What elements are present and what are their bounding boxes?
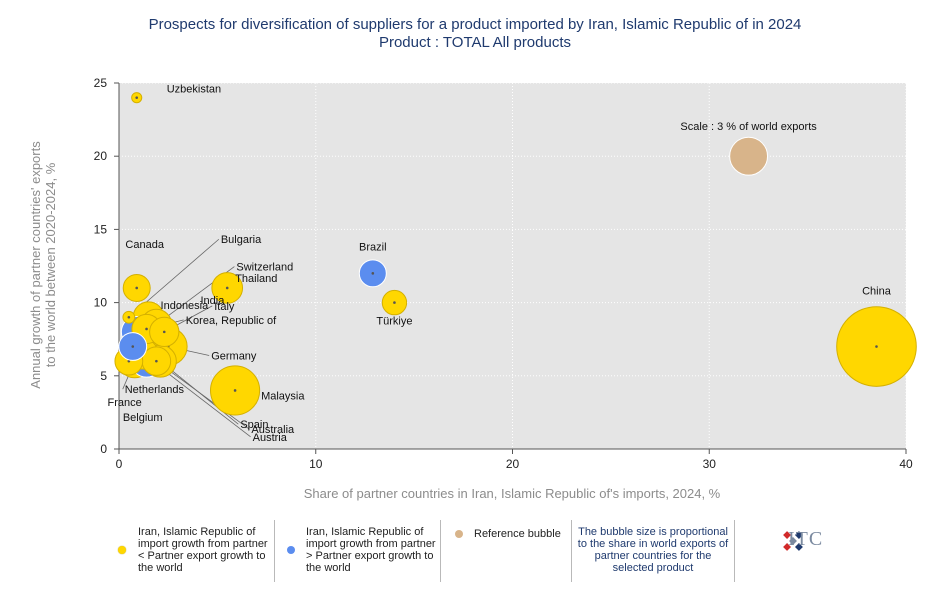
bubble-center-dot [233,389,237,392]
point-label-switzerland: Switzerland [236,262,293,274]
legend-item-1-text: Iran, Islamic Republic of import growth … [138,526,268,574]
point-label-bulgaria: Bulgaria [221,234,262,246]
legend-divider [571,520,572,582]
reference-dot-icon [455,530,463,538]
bubble-center-dot [155,359,158,363]
y-tick-label: 0 [100,442,107,456]
point-label-thailand: Thailand [235,273,277,285]
y-tick-label: 25 [94,76,108,90]
y-tick-label: 10 [94,296,108,310]
chart-title-line1: Prospects for diversification of supplie… [148,16,802,33]
point-label-france: France [108,397,142,409]
x-tick-label: 0 [116,457,123,471]
y-tick-label: 5 [100,369,107,383]
bubble-center-dot [135,286,139,290]
point-label-malaysia: Malaysia [261,390,305,402]
bubble-center-dot [127,315,131,319]
y-axis-label-line2: to the world between 2020-2024, % [43,162,58,367]
point-label-t-rkiye: Türkiye [376,316,412,328]
x-tick-label: 30 [703,457,717,471]
legend-item-2-text: Iran, Islamic Republic of import growth … [306,526,436,574]
x-tick-label: 10 [309,457,323,471]
blue-dot-icon [287,546,295,554]
point-label-australia: Australia [251,424,295,436]
y-tick-label: 15 [94,222,108,236]
bubble-center-dot [162,330,166,334]
legend-item-lower-growth: Iran, Islamic Republic of import growth … [110,520,274,582]
point-label-belgium: Belgium [123,412,163,424]
point-label-netherlands: Netherlands [125,384,185,396]
point-label-germany: Germany [211,351,257,363]
point-label-korea-republic-of: Korea, Republic of [186,315,277,327]
x-axis-label: Share of partner countries in Iran, Isla… [304,486,721,501]
axis-ticks: 0 10 20 30 40 0 5 10 15 20 25 [94,76,913,471]
bubbles [114,92,917,416]
legend-item-4-text: The bubble size is proportional to the s… [577,526,729,574]
legend-item-size-note: The bubble size is proportional to the s… [572,520,734,582]
legend-divider [440,520,441,582]
reference-bubble [729,136,769,176]
point-label-brazil: Brazil [359,241,387,253]
y-axis-label-line1: Annual growth of partner countries' expo… [28,141,43,389]
legend-item-3-text: Reference bubble [474,528,561,540]
bubble-center-dot [131,345,135,348]
point-label-canada: Canada [125,239,164,251]
legend-item-reference: Reference bubble [441,520,571,582]
point-label-spain: Spain [240,419,268,431]
yellow-dot-icon [118,546,126,554]
chart-title: Prospects for diversification of supplie… [0,16,950,52]
point-label-uzbekistan: Uzbekistan [167,84,221,96]
legend-divider [274,520,275,582]
bubble-center-dot [875,345,878,348]
reference-bubble-label: Scale : 3 % of world exports [680,121,817,133]
y-tick-label: 20 [94,149,108,163]
legend-divider [734,520,735,582]
bubble-center-dot [371,272,375,275]
point-label-italy: Italy [214,301,235,313]
point-label-indonesia: Indonesia [161,300,210,312]
itc-logo-icon [783,531,803,551]
bubble-center-dot [225,286,229,290]
bubble-center-dot [135,96,139,99]
x-tick-label: 40 [899,457,913,471]
itc-logo-text: ITC [788,528,824,550]
legend: Iran, Islamic Republic of import growth … [110,520,830,582]
bubble-center-dot [145,327,148,331]
point-labels: Uzbekistan China Brazil Türkiye Malaysia Thai… [108,84,892,444]
legend-item-higher-growth: Iran, Islamic Republic of import growth … [275,520,440,582]
point-label-india: India [201,295,226,307]
point-label-austria: Austria [253,432,288,444]
chart-title-line2: Product : TOTAL All products [378,34,572,51]
point-label-china: China [862,286,892,298]
x-tick-label: 20 [506,457,520,471]
bubble-center-dot [393,301,396,304]
